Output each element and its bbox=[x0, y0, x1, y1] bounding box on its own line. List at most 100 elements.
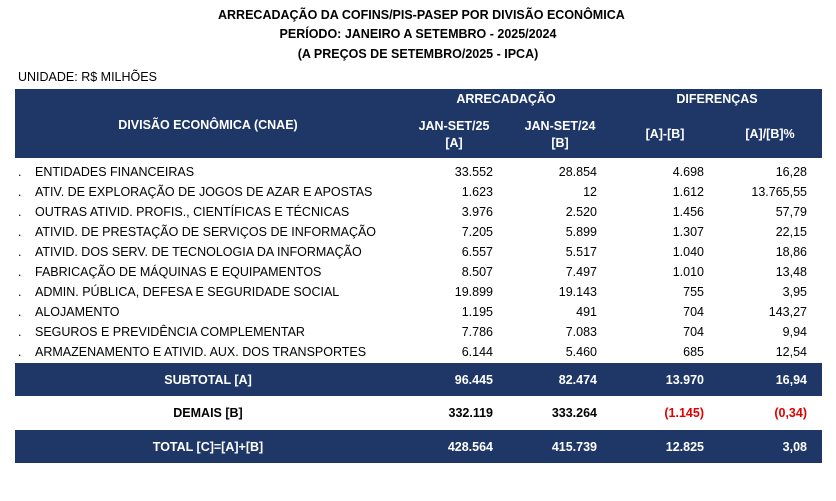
cell: 7.083 bbox=[565, 325, 597, 339]
column-header: JAN-SET/25 bbox=[418, 119, 490, 133]
summary-cell: 333.264 bbox=[551, 406, 597, 420]
row-label: OUTRAS ATIVID. PROFIS., CIENTÍFICAS E TÉ… bbox=[35, 205, 350, 219]
group-header: ARRECADAÇÃO bbox=[456, 92, 556, 106]
cell: 57,79 bbox=[775, 205, 807, 219]
cell: 491 bbox=[576, 305, 597, 319]
unit-label: UNIDADE: R$ MILHÕES bbox=[18, 70, 157, 84]
cell: 12 bbox=[583, 185, 597, 199]
cell: 1.195 bbox=[461, 305, 493, 319]
cell: 4.698 bbox=[672, 165, 704, 179]
header-divider bbox=[0, 187, 1, 236]
row-label: FABRICAÇÃO DE MÁQUINAS E EQUIPAMENTOS bbox=[35, 265, 322, 279]
summary-cell: 332.119 bbox=[448, 406, 494, 420]
summary-row bbox=[15, 430, 822, 463]
cell: 1.010 bbox=[672, 265, 704, 279]
cell-divider bbox=[0, 336, 1, 369]
row-label: SEGUROS E PREVIDÊNCIA COMPLEMENTAR bbox=[35, 325, 305, 339]
summary-cell: 13.970 bbox=[665, 373, 704, 387]
cell: 2.520 bbox=[565, 205, 597, 219]
group-header: DIFERENÇAS bbox=[676, 92, 758, 106]
cell: 6.144 bbox=[461, 345, 493, 359]
cell: 755 bbox=[683, 285, 704, 299]
cell: 1.040 bbox=[672, 245, 704, 259]
cell: 704 bbox=[683, 325, 704, 339]
row-label: ALOJAMENTO bbox=[35, 305, 120, 319]
cell: 13.765,55 bbox=[751, 185, 807, 199]
row-marker: . bbox=[18, 225, 22, 239]
title-line: ARRECADAÇÃO DA COFINS/PIS-PASEP POR DIVI… bbox=[218, 8, 625, 22]
column-header: JAN-SET/24 bbox=[524, 119, 596, 133]
cell: 685 bbox=[683, 345, 704, 359]
cell: 19.143 bbox=[558, 285, 597, 299]
table-header bbox=[15, 89, 822, 158]
row-label: ENTIDADES FINANCEIRAS bbox=[35, 165, 195, 179]
row-marker: . bbox=[18, 305, 22, 319]
cell: 19.899 bbox=[454, 285, 493, 299]
header-divider bbox=[0, 0, 1, 69]
cell: 18,86 bbox=[775, 245, 807, 259]
cell: 5.517 bbox=[565, 245, 597, 259]
summary-label: DEMAIS [B] bbox=[173, 406, 243, 420]
row-label: ATIV. DE EXPLORAÇÃO DE JOGOS DE AZAR E A… bbox=[35, 185, 373, 199]
summary-cell: 428.564 bbox=[447, 440, 493, 454]
summary-cell: 3,08 bbox=[782, 440, 807, 454]
cell: 1.307 bbox=[672, 225, 704, 239]
row-marker: . bbox=[18, 185, 22, 199]
header-divider bbox=[0, 69, 1, 138]
cell: 5.899 bbox=[565, 225, 597, 239]
row-label: ARMAZENAMENTO E ATIVID. AUX. DOS TRANSPO… bbox=[35, 345, 367, 359]
cell: 704 bbox=[683, 305, 704, 319]
cell-divider bbox=[0, 369, 1, 402]
cell: 1.456 bbox=[672, 205, 704, 219]
column-header: [A]/[B]% bbox=[745, 127, 795, 141]
header-divider bbox=[0, 236, 422, 237]
column-header: [B] bbox=[551, 136, 569, 150]
row-marker: . bbox=[18, 165, 22, 179]
page: ARRECADAÇÃO DA COFINS/PIS-PASEP POR DIVI… bbox=[15, 8, 822, 463]
cell: 143,27 bbox=[768, 305, 807, 319]
cell: 3.976 bbox=[461, 205, 493, 219]
cell: 1.623 bbox=[461, 185, 493, 199]
summary-cell: (1.145) bbox=[664, 406, 704, 420]
summary-cell: 82.474 bbox=[558, 373, 597, 387]
cell-divider bbox=[0, 303, 1, 336]
summary-label: TOTAL [C]=[A]+[B] bbox=[152, 440, 264, 454]
cell: 5.460 bbox=[565, 345, 597, 359]
column-header: DIVISÃO ECONÔMICA (CNAE) bbox=[118, 118, 298, 132]
cell-divider bbox=[0, 237, 1, 270]
row-marker: . bbox=[18, 285, 22, 299]
cell-divider bbox=[0, 435, 1, 468]
title-line: PERÍODO: JANEIRO A SETEMBRO - 2025/2024 bbox=[279, 27, 557, 41]
cell: 7.205 bbox=[461, 225, 493, 239]
title-line: (A PREÇOS DE SETEMBRO/2025 - IPCA) bbox=[297, 47, 539, 61]
summary-cell: 415.739 bbox=[551, 440, 597, 454]
cell: 28.854 bbox=[558, 165, 597, 179]
row-marker: . bbox=[18, 325, 22, 339]
cell-divider bbox=[0, 270, 1, 303]
row-marker: . bbox=[18, 245, 22, 259]
cell: 12,54 bbox=[775, 345, 807, 359]
row-marker: . bbox=[18, 345, 22, 359]
cell: 33.552 bbox=[454, 165, 493, 179]
cell-divider bbox=[0, 402, 1, 435]
header-divider bbox=[0, 138, 1, 187]
summary-label: SUBTOTAL [A] bbox=[164, 373, 252, 387]
row-label: ADMIN. PÚBLICA, DEFESA E SEGURIDADE SOCI… bbox=[35, 285, 340, 299]
cell-divider bbox=[0, 468, 1, 501]
row-marker: . bbox=[18, 205, 22, 219]
cell: 6.557 bbox=[461, 245, 493, 259]
cell: 1.612 bbox=[672, 185, 704, 199]
summary-row bbox=[15, 363, 822, 396]
cell: 16,28 bbox=[775, 165, 807, 179]
cell: 22,15 bbox=[775, 225, 807, 239]
column-header: [A] bbox=[445, 136, 463, 150]
cell: 7.786 bbox=[461, 325, 493, 339]
row-label: ATIVID. DOS SERV. DE TECNOLOGIA DA INFOR… bbox=[35, 245, 362, 259]
cell: 7.497 bbox=[565, 265, 597, 279]
cell: 13,48 bbox=[775, 265, 807, 279]
column-header: [A]-[B] bbox=[645, 127, 685, 141]
summary-cell: 96.445 bbox=[454, 373, 493, 387]
summary-cell: 12.825 bbox=[665, 440, 704, 454]
summary-cell: (0,34) bbox=[774, 406, 807, 420]
